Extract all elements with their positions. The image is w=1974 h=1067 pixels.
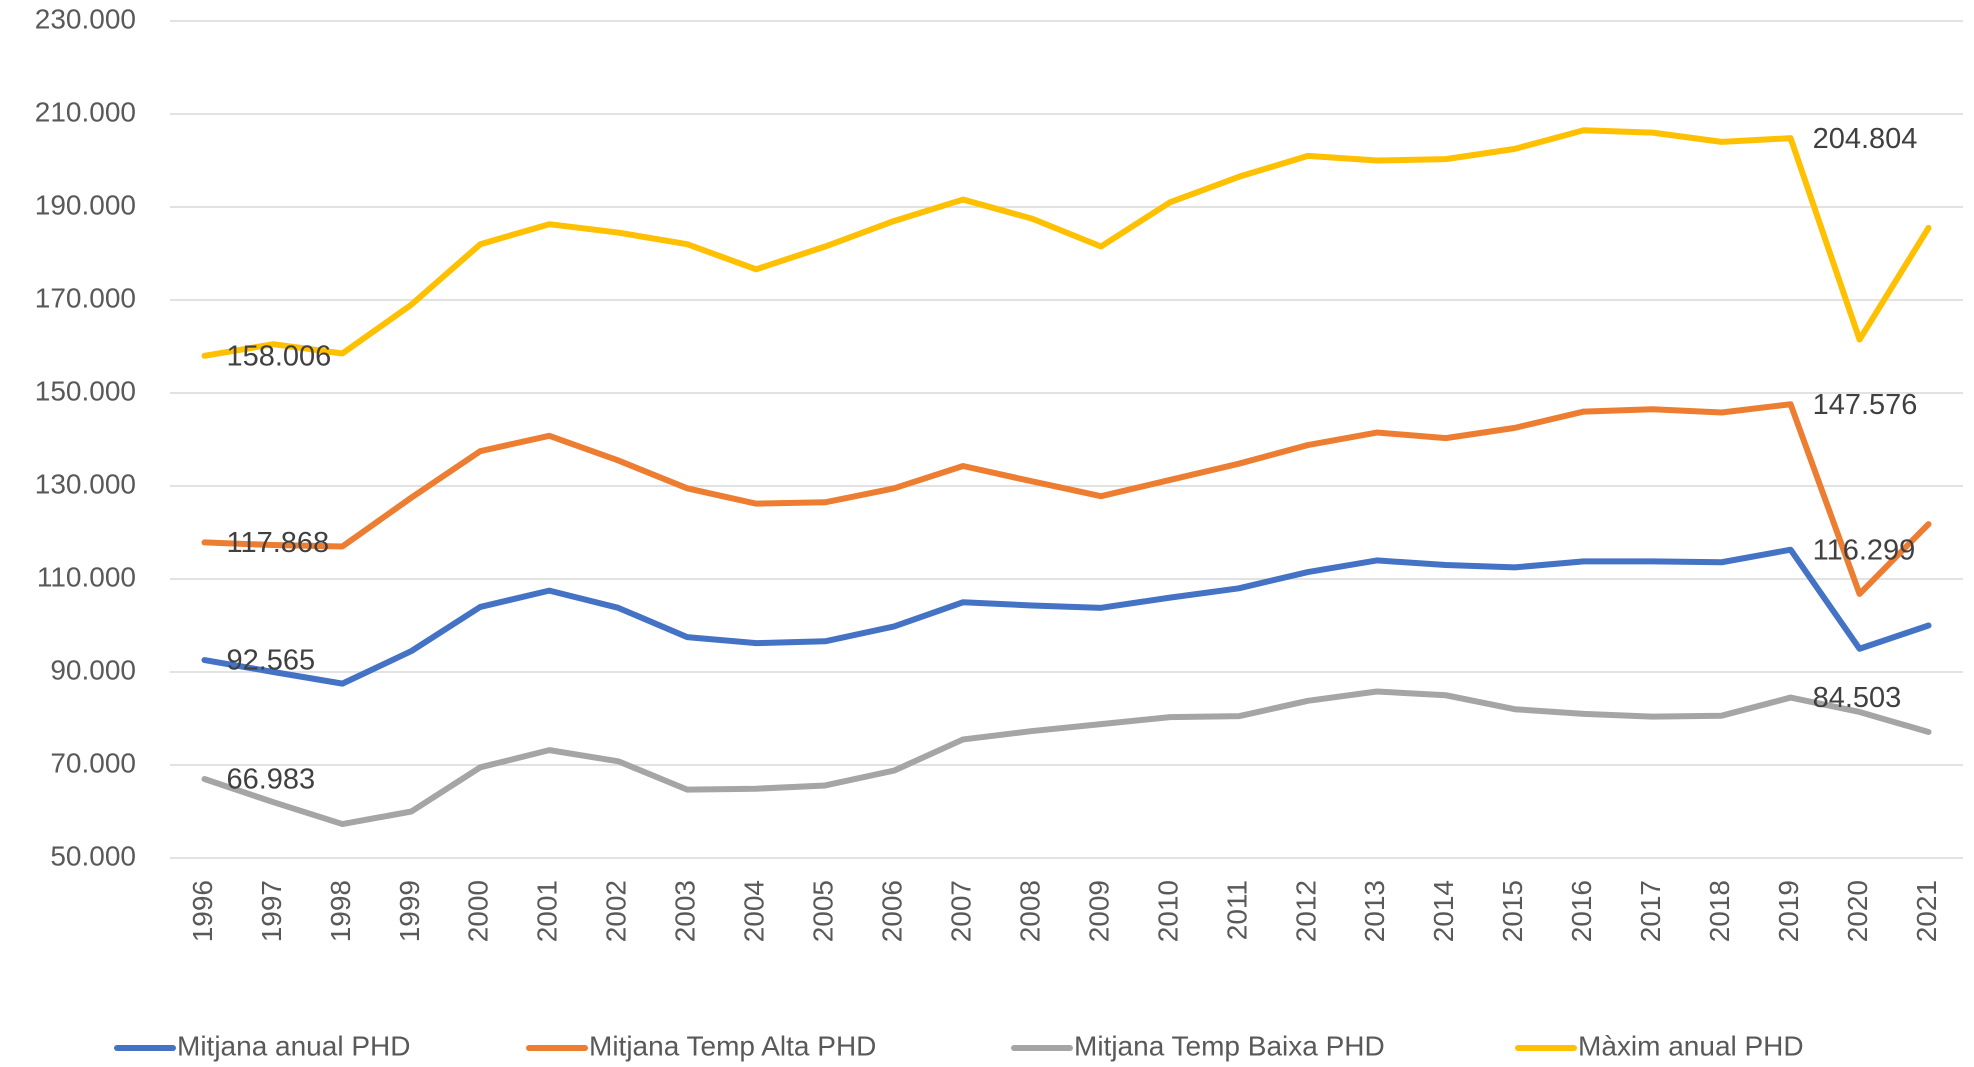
data-label: 147.576 [1813,389,1918,421]
x-tick-label: 2010 [1152,880,1183,942]
data-label: 84.503 [1813,682,1902,714]
x-tick-label: 2002 [601,880,632,942]
x-tick-label: 2011 [1221,880,1252,940]
x-tick-label: 2008 [1014,880,1045,942]
y-tick-label: 50.000 [50,840,136,871]
x-tick-label: 2012 [1290,880,1321,942]
x-tick-label: 2013 [1359,880,1390,942]
legend-label: Mitjana Temp Alta PHD [589,1030,876,1061]
x-tick-label: 2004 [739,880,770,942]
x-tick-label: 2019 [1773,880,1804,942]
y-tick-label: 150.000 [35,375,136,406]
y-tick-label: 230.000 [35,3,136,34]
x-tick-label: 1997 [256,880,287,942]
data-label: 117.868 [226,527,329,559]
data-label: 158.006 [226,340,331,372]
x-tick-label: 2005 [808,880,839,942]
x-tick-label: 2014 [1428,880,1459,942]
legend-label: Mitjana Temp Baixa PHD [1074,1030,1385,1061]
x-tick-label: 2018 [1704,880,1735,942]
data-label: 204.804 [1813,123,1918,155]
series-line [201,127,1932,359]
y-tick-label: 190.000 [35,189,136,220]
series-line [201,688,1932,828]
x-tick-label: 2009 [1083,880,1114,942]
data-label: 116.299 [1813,534,1916,566]
y-tick-label: 170.000 [35,282,136,313]
x-tick-label: 2021 [1911,880,1942,942]
x-tick-label: 2017 [1635,880,1666,942]
x-tick-label: 2001 [532,880,563,942]
x-tick-label: 2020 [1842,880,1873,942]
x-tick-label: 1998 [325,880,356,942]
y-tick-label: 110.000 [37,561,136,592]
y-tick-label: 210.000 [35,96,136,127]
x-tick-label: 2016 [1566,880,1597,942]
y-tick-label: 90.000 [50,654,136,685]
legend-label: Mitjana anual PHD [177,1030,410,1061]
y-tick-label: 70.000 [50,747,136,778]
x-tick-label: 1999 [394,880,425,942]
series-line [201,546,1932,687]
series-line [201,401,1932,597]
data-label: 66.983 [226,764,315,796]
x-tick-label: 2015 [1497,880,1528,942]
y-tick-label: 130.000 [35,468,136,499]
data-label: 92.565 [226,645,315,677]
x-tick-label: 2000 [463,880,494,942]
x-tick-label: 2006 [876,880,907,942]
x-tick-label: 1996 [187,880,218,942]
x-tick-label: 2003 [670,880,701,942]
legend-label: Màxim anual PHD [1578,1030,1804,1061]
x-tick-label: 2007 [945,880,976,942]
